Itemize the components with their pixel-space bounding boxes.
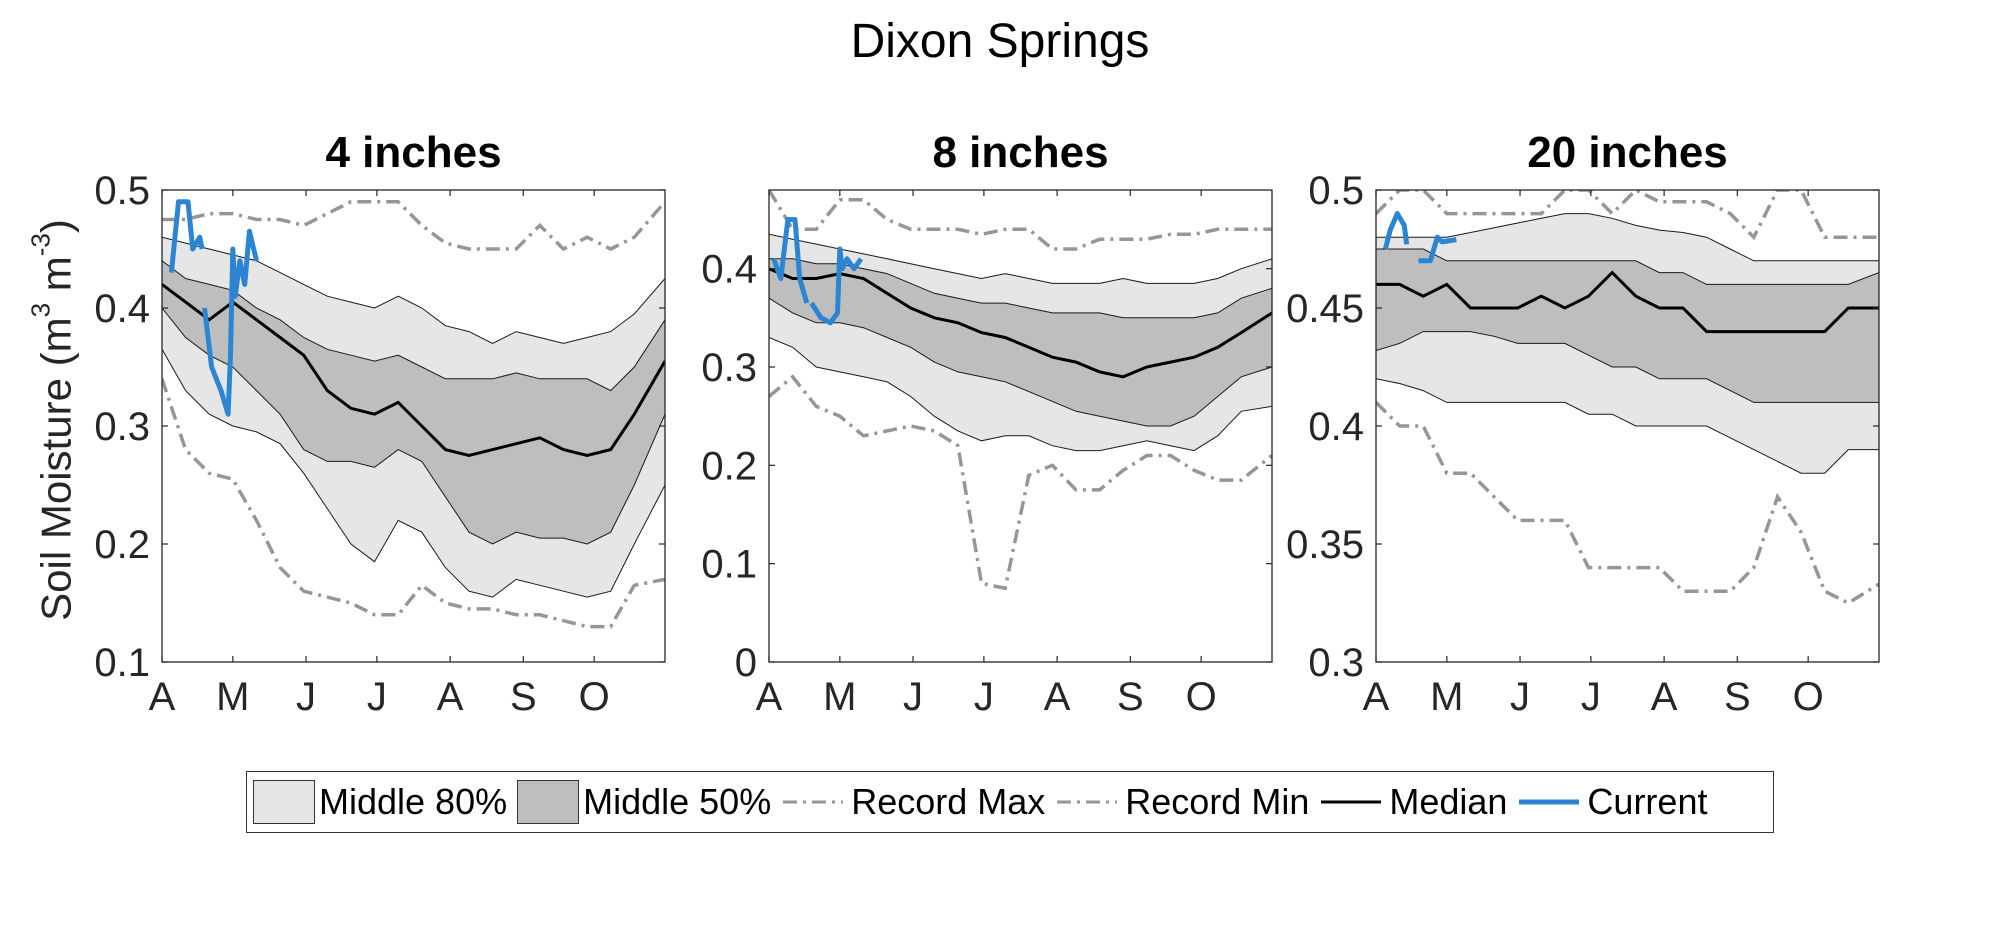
series-record-min [162,378,665,629]
plot-panel-1: 00.10.20.30.4A M J J A S O [701,189,1273,719]
y-tick-label: 0.35 [1286,523,1364,567]
series-median [1376,270,1879,334]
band-edge-p90 [769,233,1272,284]
y-tick-label: 0.1 [94,641,150,685]
y-tick-label: 0.2 [94,523,150,567]
plot-area [162,199,665,629]
legend-item-current: Current [1517,781,1707,823]
x-tick-label: S [510,675,537,719]
legend-label: Middle 80% [319,781,508,822]
band-edge-p25 [769,297,1272,427]
band-middle-50 [162,260,665,544]
series-record-max [162,200,665,252]
x-tick-label: A [149,675,176,719]
x-tick-label: J [1581,675,1601,719]
legend-label: Middle 50% [583,781,772,822]
series-current-segment-1 [202,228,259,417]
legend-swatch [1057,800,1118,804]
x-tick-label: M [216,675,249,719]
y-tick-label: 0.5 [94,169,150,213]
band-edge-p90 [1376,213,1879,262]
legend-item-record-min: Record Min [1055,781,1309,823]
y-tick-label: 0.2 [701,444,757,488]
legend-item-middle-80-: Middle 80% [253,780,507,824]
legend-label: Record Min [1125,781,1310,822]
y-tick-label: 0.3 [701,346,757,390]
series-median [162,283,665,458]
series-record-max [769,190,1272,251]
y-tick-label: 0.1 [701,543,757,587]
legend-item-median: Median [1319,781,1507,823]
panel-title-8in: 8 inches [932,128,1109,177]
x-tick-label: A [437,675,464,719]
x-tick-label: O [579,675,610,719]
band-edge-p10 [162,349,665,598]
panel-title-4in: 4 inches [325,128,502,177]
plot-area [769,190,1272,591]
series-median [769,267,1272,379]
axes-box [768,189,1273,663]
x-tick-label: A [1651,675,1678,719]
plot-panel-2: 0.30.350.40.450.5A M J J A S O [1286,169,1880,719]
y-tick-label: 0.45 [1286,287,1364,331]
x-tick-label: J [1510,675,1530,719]
x-tick-label: O [1186,675,1217,719]
plot-area [1376,190,1879,606]
x-tick-label: A [756,675,783,719]
y-tick-label: 0.4 [1308,405,1364,449]
x-tick-label: M [823,675,856,719]
band-edge-p10 [1376,378,1879,474]
plot-panel-0: 0.10.20.30.40.5A M J J A S O [94,169,666,719]
legend-swatch [783,800,844,804]
x-tick-label: J [296,675,316,719]
x-tick-label: J [974,675,994,719]
y-tick-label: 0.4 [701,248,757,292]
x-tick-label: O [1793,675,1824,719]
y-tick-label: 0.3 [1308,641,1364,685]
legend-swatch [253,780,315,824]
series-current-segment-0 [168,199,205,273]
legend-item-middle-50-: Middle 50% [517,780,771,824]
legend-item-record-max: Record Max [781,781,1045,823]
legend-swatch [1321,800,1382,804]
x-tick-label: J [367,675,387,719]
series-record-max [1376,190,1879,241]
legend-label: Current [1587,781,1708,822]
y-tick-label: 0.3 [94,405,150,449]
y-tick-label: 0.4 [94,287,150,331]
x-tick-label: M [1430,675,1463,719]
x-tick-label: S [1724,675,1751,719]
panel-title-20in: 20 inches [1527,128,1728,177]
band-edge-p10 [769,337,1272,452]
band-edge-p75 [162,260,665,392]
series-record-min [1376,401,1879,606]
x-tick-label: J [903,675,923,719]
x-tick-label: A [1044,675,1071,719]
x-tick-label: S [1117,675,1144,719]
band-edge-p25 [162,307,665,545]
series-record-min [769,374,1272,591]
y-tick-label: 0.5 [1308,169,1364,213]
series-current-segment-1 [809,246,864,326]
series-current-segment-0 [1382,211,1410,250]
figure-title: Dixon Springs [850,15,1150,68]
legend-label: Record Max [851,781,1046,822]
x-tick-label: A [1363,675,1390,719]
series-current-segment-1 [1418,234,1457,264]
legend-label: Median [1389,781,1508,822]
series-current-segment-0 [771,217,810,304]
band-edge-p25 [1376,331,1879,403]
band-middle-50 [1376,249,1879,403]
band-edge-p75 [1376,248,1879,285]
y-tick-label: 0 [735,641,757,685]
legend: Middle 80% Middle 50% Record Max Record Min… [246,771,1774,833]
legend-swatch [517,780,580,824]
legend-swatch [1519,799,1580,805]
